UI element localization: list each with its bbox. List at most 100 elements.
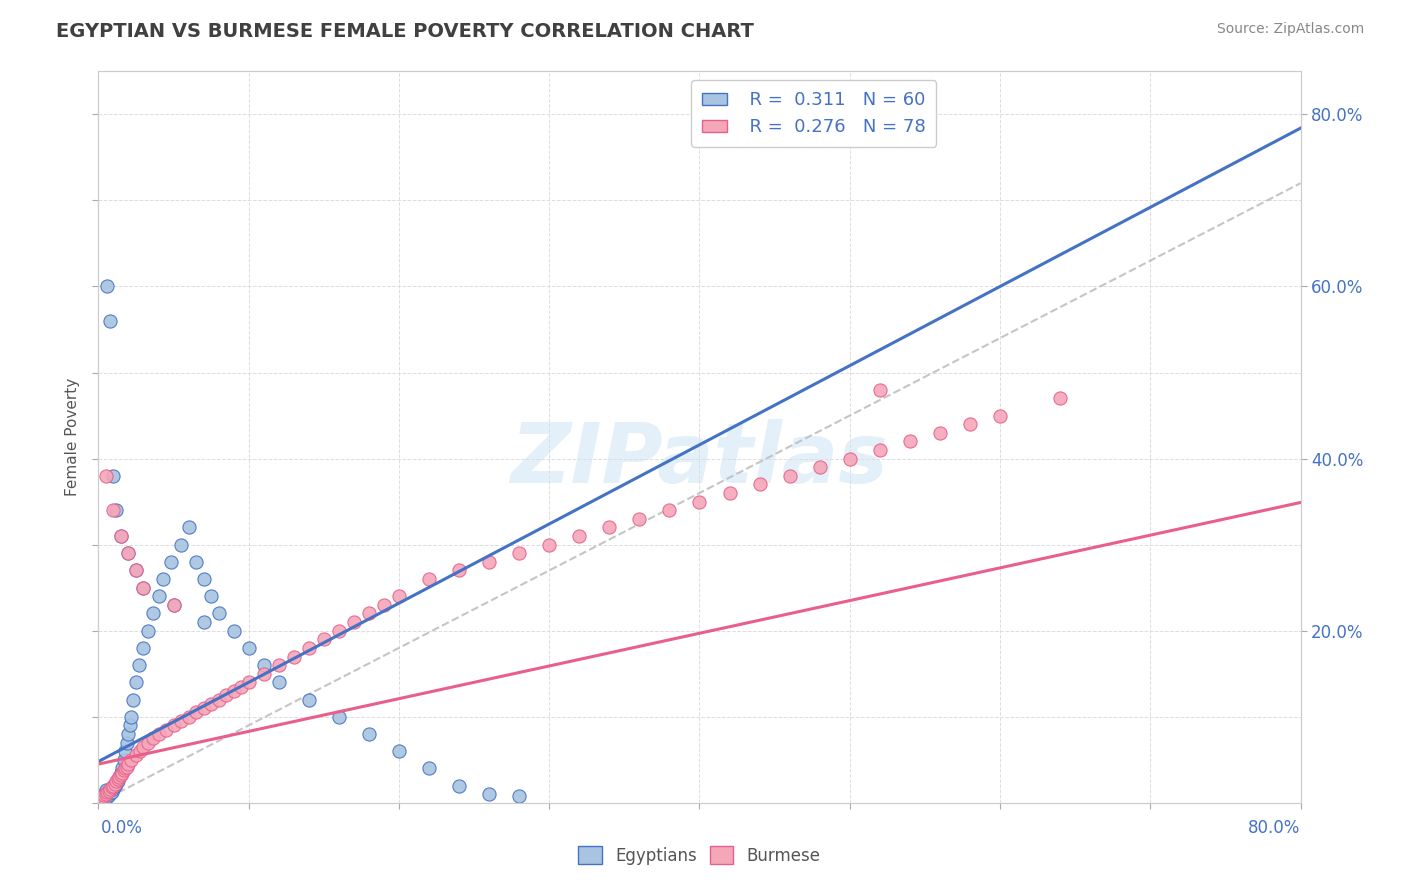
Point <box>96 789 118 804</box>
Point <box>90 791 112 805</box>
Point <box>117 727 139 741</box>
Point <box>200 589 222 603</box>
Point <box>253 658 276 673</box>
Point <box>136 624 159 638</box>
Point <box>115 759 138 773</box>
Point <box>103 780 125 795</box>
Point <box>298 640 321 655</box>
Point <box>103 468 125 483</box>
Point <box>184 555 207 569</box>
Text: ZIPatlas: ZIPatlas <box>510 418 889 500</box>
Point <box>628 512 651 526</box>
Point <box>598 520 620 534</box>
Point <box>94 785 117 799</box>
Point <box>91 789 114 803</box>
Text: 80.0%: 80.0% <box>1249 819 1301 837</box>
Point <box>838 451 860 466</box>
Point <box>388 744 411 758</box>
Point <box>159 555 181 569</box>
Point <box>718 486 741 500</box>
Point <box>162 598 184 612</box>
Point <box>238 675 260 690</box>
Point <box>177 710 200 724</box>
Point <box>748 477 770 491</box>
Point <box>115 735 138 749</box>
Point <box>148 589 170 603</box>
Point <box>94 783 117 797</box>
Point <box>267 658 290 673</box>
Point <box>90 791 112 805</box>
Point <box>101 780 124 795</box>
Point <box>447 564 470 578</box>
Point <box>418 761 440 775</box>
Point <box>689 494 711 508</box>
Point <box>988 409 1011 423</box>
Point <box>253 666 276 681</box>
Point <box>1049 392 1071 406</box>
Point <box>568 529 591 543</box>
Text: EGYPTIAN VS BURMESE FEMALE POVERTY CORRELATION CHART: EGYPTIAN VS BURMESE FEMALE POVERTY CORRE… <box>56 22 754 41</box>
Point <box>478 555 501 569</box>
Point <box>94 468 117 483</box>
Point <box>121 710 143 724</box>
Legend: Egyptians, Burmese: Egyptians, Burmese <box>572 839 827 871</box>
Point <box>108 770 131 784</box>
Point <box>105 774 128 789</box>
Point <box>104 777 127 791</box>
Point <box>100 782 122 797</box>
Point <box>118 718 141 732</box>
Y-axis label: Female Poverty: Female Poverty <box>65 378 80 496</box>
Point <box>343 615 366 629</box>
Point <box>132 640 155 655</box>
Point <box>100 786 122 800</box>
Point <box>155 723 177 737</box>
Point <box>170 714 193 728</box>
Point <box>132 581 155 595</box>
Point <box>103 782 125 797</box>
Point <box>929 425 952 440</box>
Point <box>808 460 831 475</box>
Point <box>162 718 184 732</box>
Point <box>136 735 159 749</box>
Point <box>110 768 132 782</box>
Point <box>193 572 215 586</box>
Point <box>193 701 215 715</box>
Point <box>117 757 139 772</box>
Point <box>110 529 132 543</box>
Point <box>193 615 215 629</box>
Point <box>125 564 148 578</box>
Point <box>869 442 891 457</box>
Point <box>152 572 174 586</box>
Point <box>177 520 200 534</box>
Point <box>107 774 129 789</box>
Point <box>222 684 245 698</box>
Point <box>121 753 143 767</box>
Point <box>658 503 681 517</box>
Text: 0.0%: 0.0% <box>101 819 143 837</box>
Point <box>108 770 131 784</box>
Point <box>96 279 118 293</box>
Point <box>447 779 470 793</box>
Point <box>328 624 350 638</box>
Point <box>298 692 321 706</box>
Point <box>388 589 411 603</box>
Point <box>222 624 245 638</box>
Point <box>114 744 136 758</box>
Point <box>267 675 290 690</box>
Point <box>104 779 127 793</box>
Point <box>478 787 501 801</box>
Point <box>110 765 132 780</box>
Point <box>100 314 122 328</box>
Point <box>141 607 163 621</box>
Point <box>208 607 231 621</box>
Text: Source: ZipAtlas.com: Source: ZipAtlas.com <box>1216 22 1364 37</box>
Point <box>538 538 561 552</box>
Point <box>328 710 350 724</box>
Point <box>132 581 155 595</box>
Point <box>103 779 125 793</box>
Point <box>215 688 238 702</box>
Point <box>125 748 148 763</box>
Point <box>91 789 114 804</box>
Point <box>125 675 148 690</box>
Point <box>238 640 260 655</box>
